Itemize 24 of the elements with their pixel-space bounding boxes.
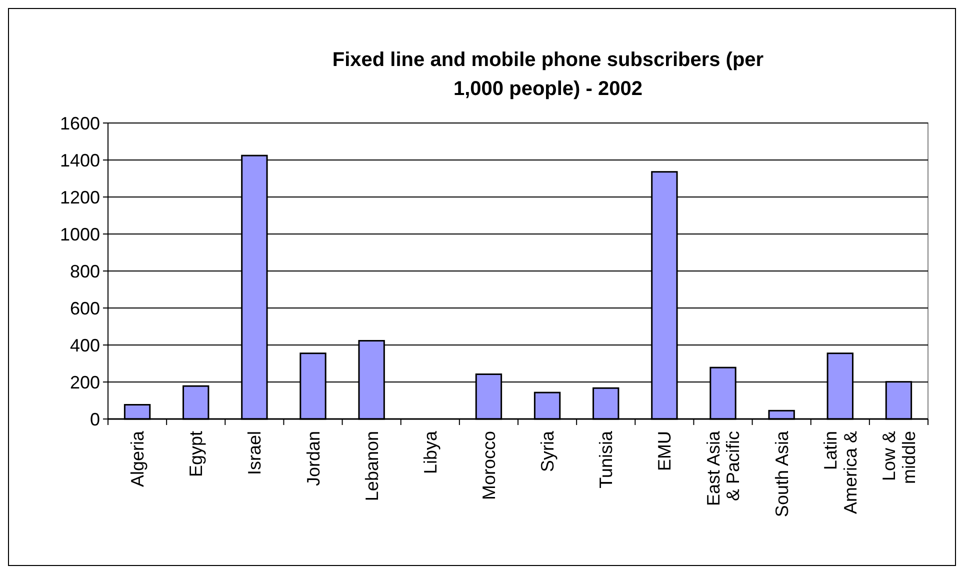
x-tick-label: Tunisia <box>596 430 616 488</box>
x-tick-label: Latin America & <box>820 431 860 514</box>
x-tick-label: Egypt <box>186 431 206 478</box>
x-tick-label: Jordan <box>303 431 324 486</box>
x-tick-label: Libya <box>420 430 440 474</box>
y-tick-label: 1600 <box>60 113 100 134</box>
x-tick-label: Lebanon <box>362 431 382 502</box>
x-tick-label: Algeria <box>128 430 148 488</box>
chart-title: Fixed line and mobile phone subscribers (per 1,000 people) - 2002 <box>332 49 764 100</box>
y-tick-label: 1000 <box>60 224 100 244</box>
x-tick-label: South Asia <box>772 430 792 518</box>
y-tick-label: 1200 <box>60 187 100 208</box>
x-tick-label: Morocco <box>479 431 500 500</box>
y-tick-label: 800 <box>70 261 100 282</box>
x-tick-label: Low & middle <box>879 431 919 484</box>
y-tick-label: 400 <box>70 335 100 356</box>
x-tick-label: East Asia & Pacific <box>703 430 744 506</box>
x-tick-label: EMU <box>654 431 675 471</box>
x-tick-label: Syria <box>538 430 558 472</box>
y-tick-label: 1400 <box>60 150 100 170</box>
y-tick-label: 600 <box>70 298 100 318</box>
y-tick-label: 200 <box>70 372 100 392</box>
x-tick-label: Israel <box>244 431 265 476</box>
y-tick-label: 0 <box>90 409 100 430</box>
